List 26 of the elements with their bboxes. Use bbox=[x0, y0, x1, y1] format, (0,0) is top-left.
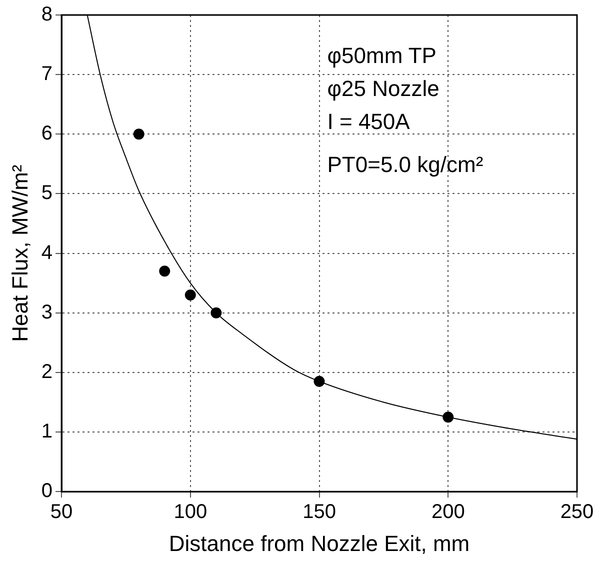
annotation: φ25 Nozzle bbox=[327, 76, 440, 101]
y-axis-title: Heat Flux, MW/m² bbox=[7, 164, 32, 342]
x-tick-label: 200 bbox=[431, 501, 465, 524]
x-axis-title: Distance from Nozzle Exit, mm bbox=[168, 530, 470, 556]
y-tick-label: 5 bbox=[41, 182, 53, 204]
y-tick-label: 6 bbox=[41, 122, 53, 145]
x-tick-label: 100 bbox=[174, 501, 208, 524]
x-tick-label: 50 bbox=[50, 501, 73, 524]
point bbox=[442, 412, 454, 423]
point bbox=[159, 266, 170, 277]
y-tick-label: 0 bbox=[41, 480, 53, 502]
annotation: φ50mm TP bbox=[327, 43, 436, 68]
y-tick-label: 3 bbox=[41, 301, 53, 324]
point bbox=[210, 307, 222, 318]
y-tick-label: 2 bbox=[41, 360, 53, 383]
y-tick-label: 1 bbox=[41, 420, 53, 443]
x-tick-label: 150 bbox=[302, 501, 336, 524]
point bbox=[314, 376, 325, 387]
annotation: PT0=5.0 kg/cm² bbox=[327, 152, 484, 177]
y-tick-label: 4 bbox=[41, 242, 53, 264]
point bbox=[184, 290, 196, 301]
y-tick-label: 8 bbox=[41, 4, 53, 26]
annotation: I = 450A bbox=[327, 109, 410, 134]
point bbox=[133, 128, 144, 140]
y-tick-label: 7 bbox=[41, 63, 53, 86]
x-tick-label: 250 bbox=[560, 501, 594, 524]
